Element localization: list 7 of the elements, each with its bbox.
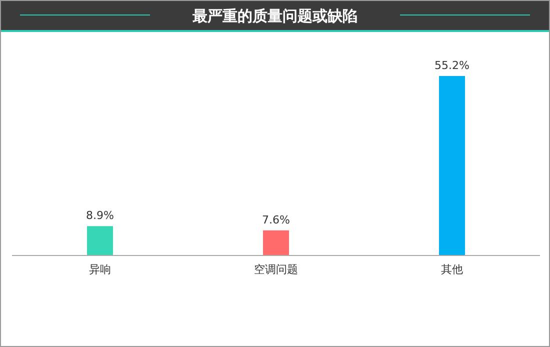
value-label: 7.6% <box>262 213 290 226</box>
value-label: 8.9% <box>86 209 114 222</box>
value-label: 55.2% <box>434 59 470 72</box>
category-label: 空调问题 <box>254 263 298 276</box>
category-label: 其他 <box>441 263 463 276</box>
title: 最严重的质量问题或缺陷 <box>192 7 358 25</box>
category-label: 异响 <box>89 263 111 276</box>
